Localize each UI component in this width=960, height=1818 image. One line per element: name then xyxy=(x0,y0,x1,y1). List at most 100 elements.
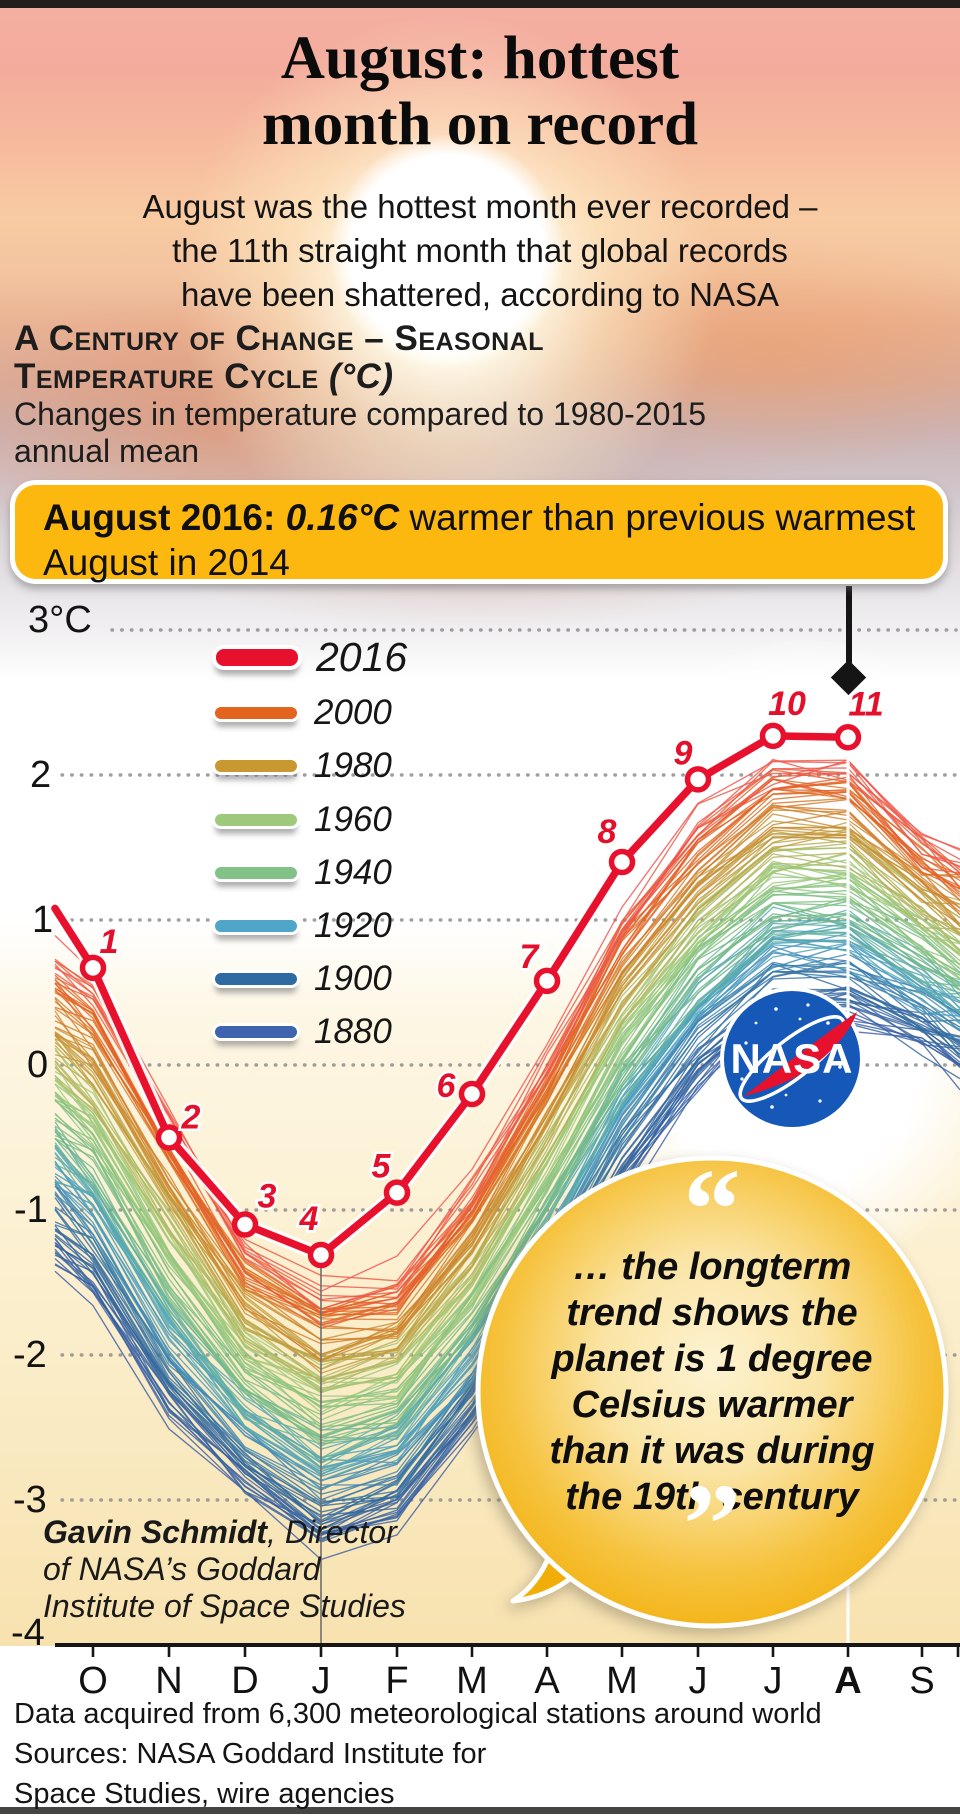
year-line-1990 xyxy=(54,804,960,1345)
nasa-logo-stars xyxy=(740,1003,842,1109)
attribution-line1: Gavin Schmidt, Director xyxy=(43,1514,397,1550)
year-line-1961 xyxy=(54,865,960,1393)
year-line-1960 xyxy=(54,852,960,1380)
year-line-1937 xyxy=(54,913,960,1439)
year-line-1946 xyxy=(54,900,960,1437)
nasa-logo-swoosh xyxy=(744,1012,857,1096)
subtitle: August was the hottest month ever record… xyxy=(0,185,960,317)
callout-pointer-line xyxy=(846,586,852,666)
y-tick-2: 2 xyxy=(30,754,52,796)
legend-swatch-2000 xyxy=(212,704,300,723)
series-2016-markers xyxy=(79,722,862,1269)
legend-item-1920: 1920 xyxy=(212,906,392,946)
year-line-1957 xyxy=(54,859,960,1414)
year-line-1987 xyxy=(54,836,960,1363)
month-label-6: M xyxy=(456,1660,488,1702)
year-line-1954 xyxy=(54,867,960,1398)
year-line-1970 xyxy=(54,842,960,1381)
title-line-2: month on record xyxy=(261,91,699,158)
nasa-logo-orbit xyxy=(738,1015,846,1103)
point-label-5: 5 xyxy=(372,1148,392,1186)
nasa-logo-text: NASA xyxy=(730,1035,853,1082)
legend-label-1900: 1900 xyxy=(314,959,392,999)
marker-month-3 xyxy=(231,1211,259,1238)
legend-item-1900: 1900 xyxy=(212,959,392,999)
section-description-line2: annual mean xyxy=(14,433,200,469)
month-label-12: S xyxy=(909,1660,934,1702)
year-line-2002 xyxy=(54,781,960,1310)
year-line-1966 xyxy=(54,851,960,1391)
y-tick--3: -3 xyxy=(13,1479,47,1521)
year-line-1953 xyxy=(54,886,960,1430)
year-line-1989 xyxy=(54,806,960,1341)
legend-swatch-1900 xyxy=(212,970,300,989)
open-quote-mark: “ xyxy=(683,1146,741,1273)
y-tick-0: 0 xyxy=(27,1044,49,1086)
section-unit: (°C) xyxy=(328,357,394,396)
legend-item-1880: 1880 xyxy=(212,1012,392,1052)
point-label-6: 6 xyxy=(437,1067,457,1105)
month-label-1: O xyxy=(78,1660,108,1702)
legend-label-1960: 1960 xyxy=(314,799,392,839)
point-label-9: 9 xyxy=(674,734,693,772)
point-label-10: 10 xyxy=(768,685,806,723)
legend-label-1880: 1880 xyxy=(314,1012,392,1052)
year-lines-band xyxy=(54,758,960,1561)
title-line-1: August: hottest xyxy=(280,25,680,92)
y-tick-3°C: 3°C xyxy=(28,599,92,641)
quote-bubble xyxy=(475,1155,949,1629)
section-description-line1: Changes in temperature compared to 1980-… xyxy=(14,396,706,432)
y-tick--4: -4 xyxy=(11,1612,45,1654)
legend-label-1980: 1980 xyxy=(314,746,392,786)
callout-line1: August 2016: 0.16°C warmer than previous… xyxy=(43,497,916,538)
marker-month-5 xyxy=(383,1179,411,1206)
marker-month-6 xyxy=(458,1080,486,1108)
marker-month-8 xyxy=(608,848,636,876)
attribution-line2: of NASA’s Goddard xyxy=(43,1551,321,1587)
quote-attribution: Gavin Schmidt, Director of NASA’s Goddar… xyxy=(43,1514,463,1625)
attribution-line3: Institute of Space Studies xyxy=(43,1588,406,1624)
year-line-1993 xyxy=(54,805,960,1333)
series-2016-point-labels: 1 2 34 5 6 7 8 9 10 11 xyxy=(97,682,886,1240)
marker-month-1 xyxy=(79,954,107,982)
month-label-11: A xyxy=(834,1660,861,1702)
bottom-border-bar xyxy=(0,1807,960,1814)
legend-label-1940: 1940 xyxy=(314,852,392,892)
callout-line2: August in 2014 xyxy=(43,542,290,583)
month-label-5: F xyxy=(385,1660,408,1702)
legend-label-1920: 1920 xyxy=(314,906,392,945)
point-label-3: 3 xyxy=(258,1178,277,1216)
legend-swatch-1980 xyxy=(212,757,300,776)
subtitle-line: August was the hottest month ever record… xyxy=(142,188,818,225)
month-label-9: J xyxy=(689,1660,708,1702)
subtitle-line: have been shattered, according to NASA xyxy=(180,276,780,313)
nasa-logo-disc xyxy=(724,991,860,1127)
month-label-4: J xyxy=(312,1660,331,1702)
legend-swatch-1880 xyxy=(212,1023,300,1042)
point-label-2: 2 xyxy=(181,1099,201,1137)
point-label-7: 7 xyxy=(520,938,541,976)
marker-month-7 xyxy=(533,967,561,995)
august-2016-callout: August 2016: 0.16°C warmer than previous… xyxy=(10,480,948,584)
marker-month-9 xyxy=(684,766,712,793)
marker-month-4 xyxy=(307,1241,335,1269)
y-tick--1: -1 xyxy=(14,1189,48,1231)
chart-section-heading: A Century of Change – Seasonal Temperatu… xyxy=(14,320,774,470)
year-line-1948 xyxy=(54,884,960,1404)
close-quote-mark: ” xyxy=(683,1461,741,1588)
year-line-2003 xyxy=(54,769,960,1314)
page-title: August: hottest month on record xyxy=(0,26,960,158)
quote-bubble-circle xyxy=(475,1155,949,1629)
year-line-1984 xyxy=(54,829,960,1355)
point-label-1: 1 xyxy=(100,923,119,961)
chart-legend: 2016 2000 1980 1960 1940 1920 1900 1880 xyxy=(212,634,512,1070)
year-line-2015 xyxy=(54,760,960,1292)
quote-text: … the longterm trend shows the planet is… xyxy=(549,1246,875,1518)
month-label-10: J xyxy=(764,1660,783,1702)
legend-label-2016: 2016 xyxy=(316,634,408,680)
y-tick--2: -2 xyxy=(13,1334,47,1376)
marker-month-2 xyxy=(155,1124,183,1151)
year-line-1986 xyxy=(54,813,960,1341)
